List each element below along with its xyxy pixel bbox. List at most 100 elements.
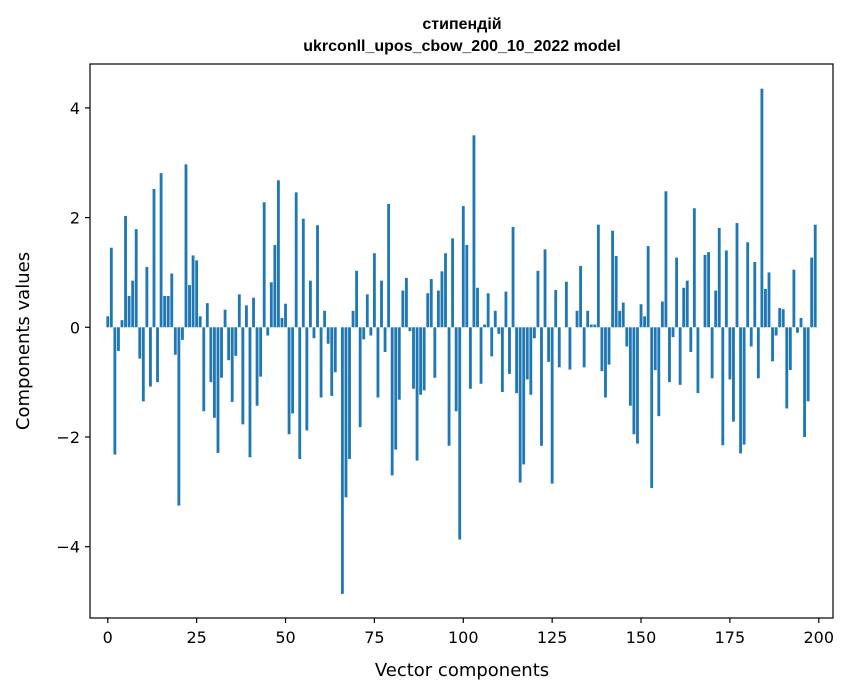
bar — [209, 327, 213, 383]
bar — [678, 327, 682, 385]
bar — [447, 327, 451, 446]
bar — [444, 253, 447, 328]
bar — [117, 327, 120, 351]
bar — [522, 327, 526, 465]
bar — [504, 291, 508, 328]
bar — [575, 310, 579, 328]
bars-group — [106, 88, 817, 594]
bar — [643, 316, 646, 328]
bar — [764, 288, 767, 328]
bar — [312, 327, 316, 339]
y-tick-label: −2 — [56, 428, 80, 447]
bar — [497, 327, 501, 334]
bar — [326, 327, 330, 344]
bar — [596, 224, 600, 328]
bar — [177, 327, 181, 506]
bar — [490, 327, 494, 357]
y-tick-label: 0 — [70, 318, 80, 337]
bar — [397, 327, 401, 400]
bar — [319, 327, 323, 398]
bar — [788, 327, 792, 371]
bar — [156, 327, 159, 383]
bar — [404, 277, 408, 328]
bar — [348, 327, 351, 459]
bar — [760, 88, 764, 328]
bar — [333, 327, 337, 373]
bar — [223, 309, 227, 328]
bar — [127, 296, 131, 328]
bar — [316, 225, 319, 328]
bar — [778, 308, 782, 328]
bar — [479, 327, 483, 384]
bar — [365, 294, 369, 328]
bar — [664, 191, 668, 328]
bar — [433, 327, 437, 378]
bar — [621, 302, 625, 328]
bar — [564, 281, 568, 328]
bar — [493, 310, 497, 328]
bar — [632, 327, 636, 435]
bar — [732, 327, 735, 422]
bar — [625, 327, 629, 347]
y-tick-label: 2 — [70, 209, 80, 228]
bar — [429, 279, 433, 328]
bar — [618, 310, 622, 328]
chart-title-line-1: стипендій — [422, 16, 501, 33]
bar — [742, 327, 746, 445]
bar — [291, 327, 295, 414]
bar — [557, 327, 561, 368]
bar — [252, 297, 255, 328]
bar — [269, 282, 273, 328]
bar — [216, 327, 220, 453]
bar — [593, 324, 597, 328]
plot-frame — [89, 63, 834, 619]
bar — [280, 317, 284, 328]
bar — [245, 305, 248, 328]
bar — [554, 289, 558, 328]
bar — [781, 309, 785, 328]
bar — [262, 202, 266, 328]
bar — [408, 327, 412, 332]
bar — [426, 293, 430, 328]
bar — [255, 327, 259, 406]
chart-title-line-2: ukrconll_upos_cbow_200_10_2022 model — [303, 38, 620, 55]
bar — [131, 280, 135, 328]
bar — [611, 230, 615, 328]
bar — [369, 327, 373, 336]
bar — [515, 327, 519, 394]
bar — [714, 290, 718, 328]
bar — [259, 327, 263, 377]
bar — [749, 327, 753, 347]
bar — [728, 327, 732, 380]
bar — [532, 327, 536, 339]
bar — [188, 285, 191, 328]
bar — [173, 327, 177, 355]
bar — [287, 327, 291, 435]
bar — [380, 280, 383, 328]
bar — [668, 327, 671, 383]
bar — [536, 270, 540, 328]
bar — [589, 324, 593, 328]
bar — [518, 327, 522, 483]
bar — [213, 327, 216, 418]
bar — [646, 246, 650, 328]
bar — [390, 327, 394, 476]
bar — [106, 316, 110, 328]
x-tick-label: 75 — [364, 628, 384, 647]
bar — [813, 224, 817, 328]
bar — [636, 327, 639, 444]
y-tick-label: 4 — [70, 99, 80, 118]
bar — [650, 327, 654, 488]
bar — [792, 269, 796, 328]
x-tick-label: 100 — [448, 628, 479, 647]
bar — [774, 327, 778, 336]
bar — [419, 327, 423, 395]
bar — [358, 327, 362, 428]
bar — [803, 327, 806, 437]
bar — [152, 189, 156, 328]
bar — [639, 304, 643, 328]
bar — [771, 327, 774, 362]
bar — [284, 303, 287, 328]
bar — [600, 327, 604, 372]
bar — [241, 327, 245, 425]
